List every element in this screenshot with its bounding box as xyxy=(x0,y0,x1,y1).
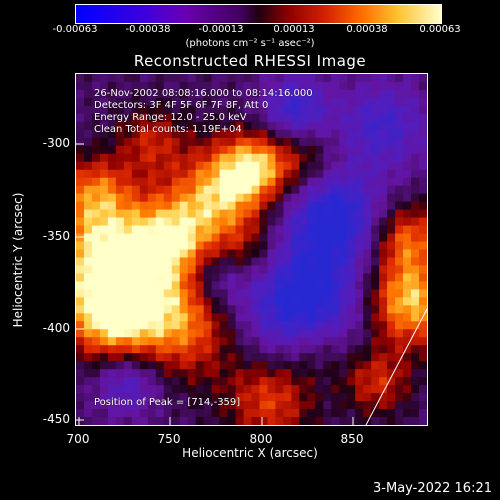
colorbar-tick: -0.00038 xyxy=(125,24,171,35)
solar-image-plot: 26-Nov-2002 08:08:16.000 to 08:14:16.000… xyxy=(75,73,428,426)
peak-position: Position of Peak = [714,-359] xyxy=(94,397,241,408)
detectors-info: Detectors: 3F 4F 5F 6F 7F 8F, Att 0 xyxy=(94,100,269,111)
solar-limb-line xyxy=(365,308,427,425)
colorbar-tick: 0.00063 xyxy=(419,24,461,35)
y-tick-label: -400 xyxy=(42,321,70,335)
y-tick-label: -300 xyxy=(42,136,70,150)
colorbar-tick: -0.00063 xyxy=(52,24,98,35)
y-tick-label: -450 xyxy=(42,412,70,426)
x-tick-label: 800 xyxy=(249,432,273,446)
observation-time: 26-Nov-2002 08:08:16.000 to 08:14:16.000 xyxy=(94,88,313,99)
intensity-heatmap xyxy=(76,74,427,425)
colorbar-tick: 0.00038 xyxy=(346,24,388,35)
y-tick-label: -350 xyxy=(42,229,70,243)
timestamp: 3-May-2022 16:21 xyxy=(373,481,492,496)
energy-range: Energy Range: 12.0 - 25.0 keV xyxy=(94,112,247,123)
image-title: Reconstructed RHESSI Image xyxy=(133,52,367,70)
x-tick-label: 700 xyxy=(66,432,90,446)
x-tick-label: 750 xyxy=(157,432,181,446)
y-axis-label: Heliocentric Y (arcsec) xyxy=(11,192,25,328)
x-axis-label: Heliocentric X (arcsec) xyxy=(182,446,318,460)
colorbar-units: (photons cm⁻² s⁻¹ asec⁻²) xyxy=(185,38,315,49)
colorbar-tick: 0.00013 xyxy=(273,24,315,35)
colorbar xyxy=(75,4,442,24)
x-tick-label: 850 xyxy=(340,432,364,446)
colorbar-tick: -0.00013 xyxy=(198,24,244,35)
clean-counts: Clean Total counts: 1.19E+04 xyxy=(94,124,242,135)
